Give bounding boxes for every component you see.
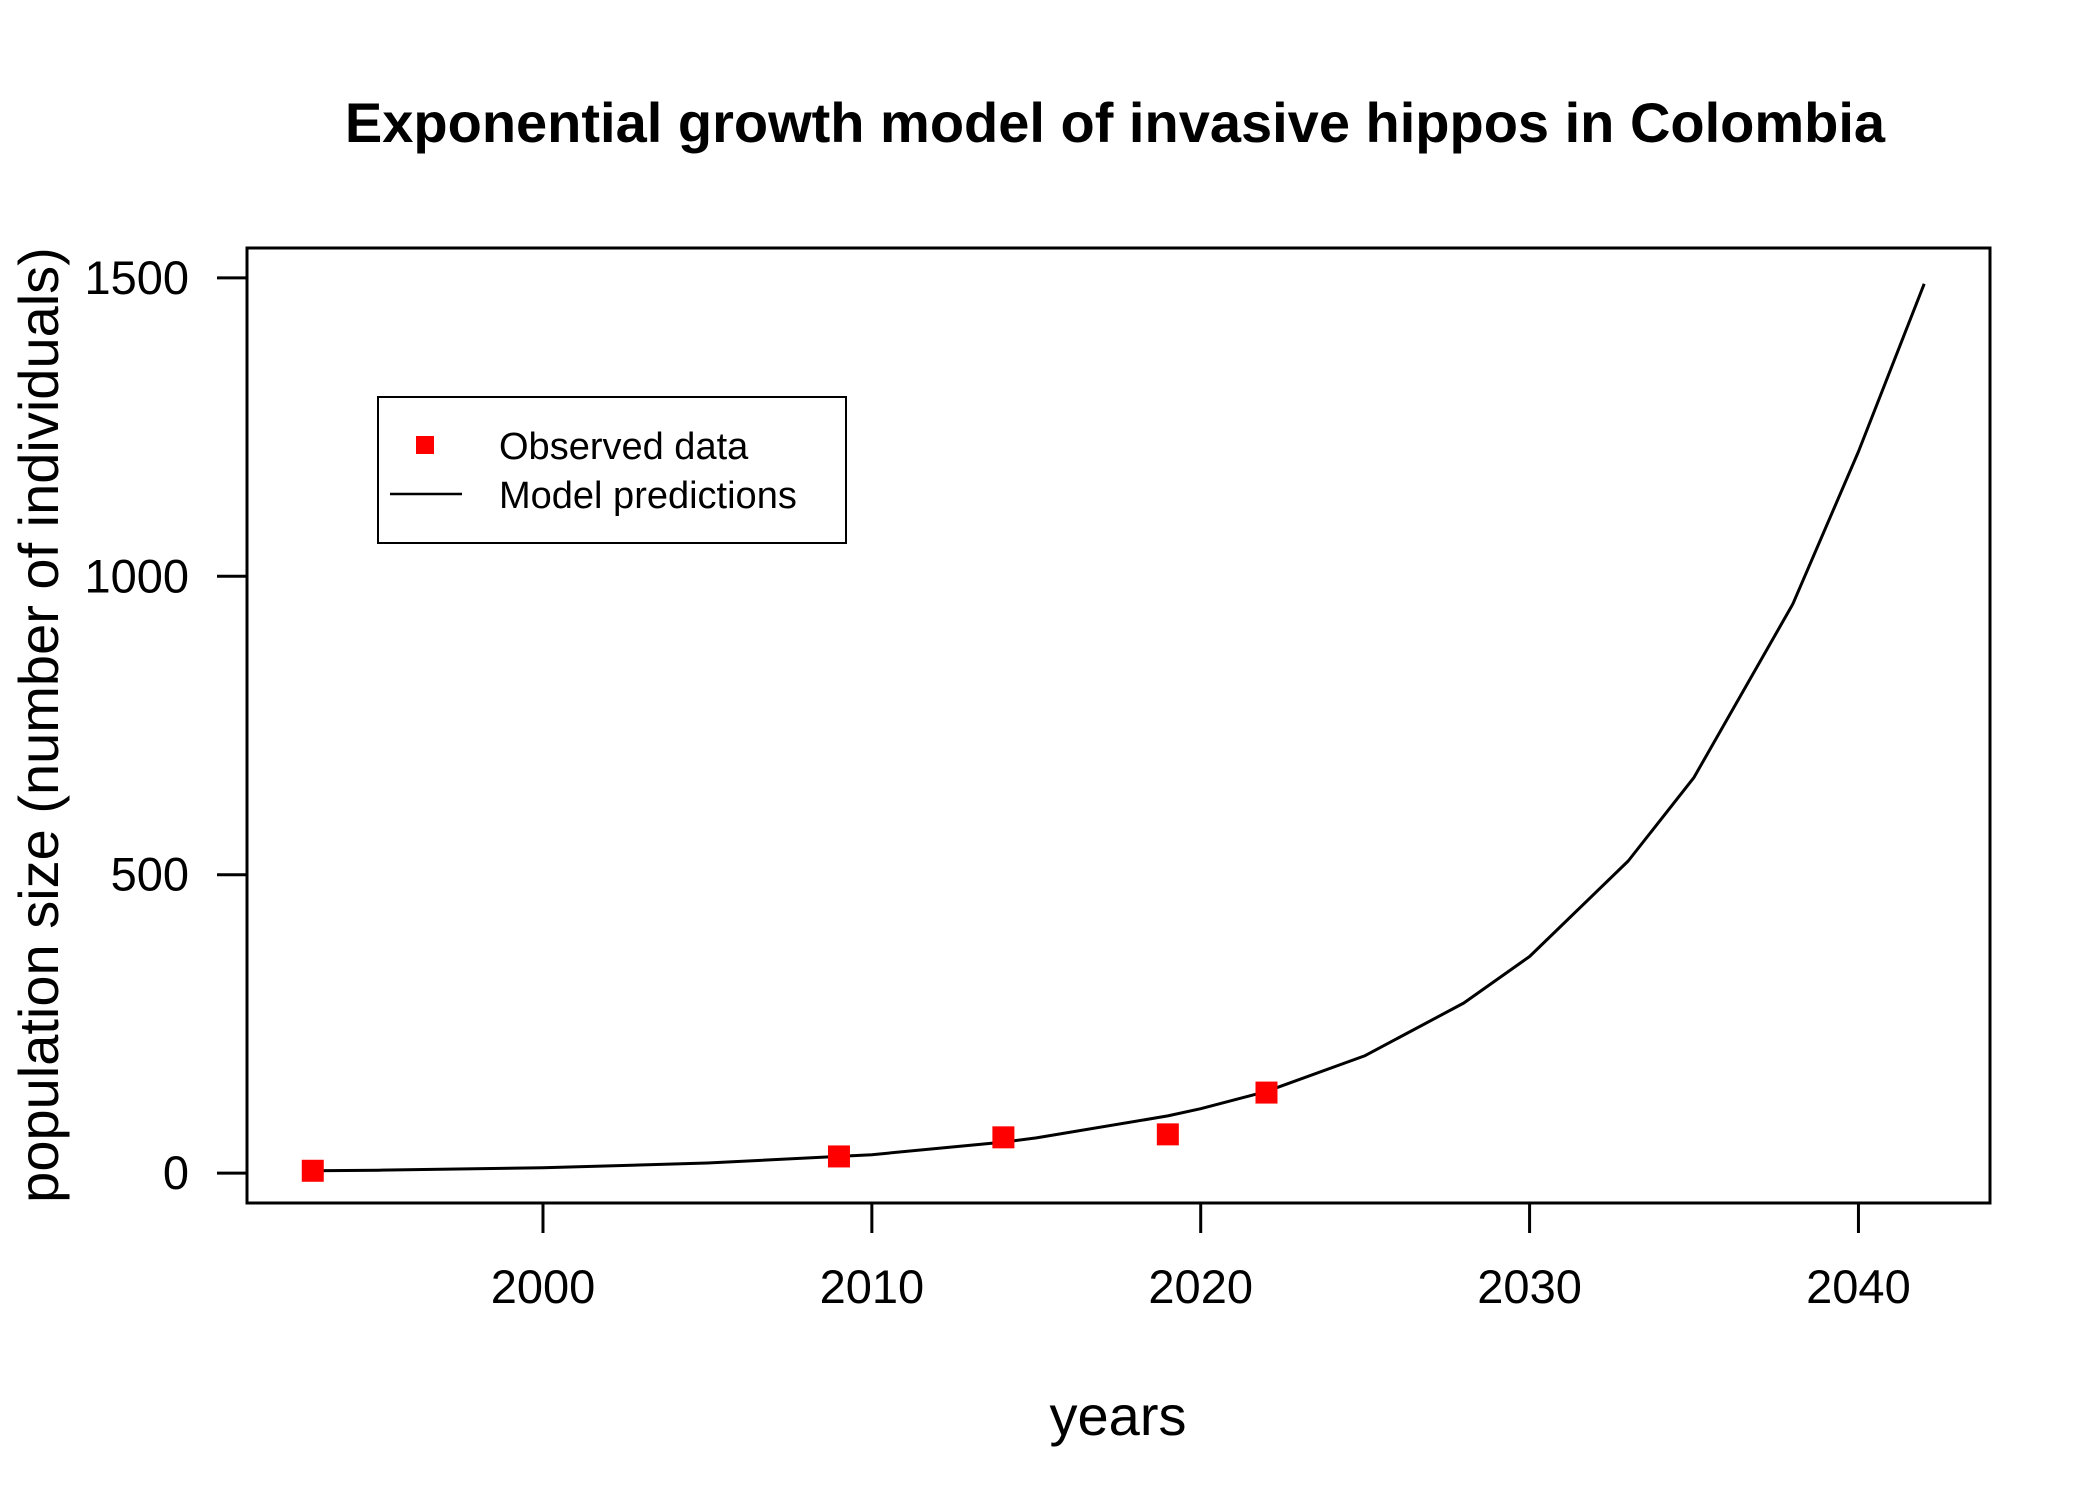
y-tick-label: 0 xyxy=(163,1146,189,1199)
observed-point xyxy=(827,1145,850,1168)
observed-point xyxy=(992,1126,1015,1149)
x-axis-label: years xyxy=(1050,1384,1187,1447)
legend-model-label: Model predictions xyxy=(499,475,797,517)
y-tick-label: 1000 xyxy=(84,549,189,602)
axes: 2000 2010 2020 2030 2040 0 500 1000 1500 xyxy=(84,251,1910,1313)
x-tick-label: 2040 xyxy=(1806,1260,1911,1313)
x-tick-label: 2030 xyxy=(1477,1260,1582,1313)
y-axis-label: population size (number of individuals) xyxy=(7,247,70,1203)
plot-frame xyxy=(245,246,1992,1205)
legend: Observed data Model predictions xyxy=(377,396,847,544)
x-tick-label: 2020 xyxy=(1148,1260,1253,1313)
observed-points-group xyxy=(301,1081,1278,1182)
observed-point xyxy=(301,1159,324,1182)
chart-title: Exponential growth model of invasive hip… xyxy=(345,91,1886,154)
legend-box xyxy=(377,396,847,544)
observed-point xyxy=(1156,1123,1179,1146)
y-tick-label: 500 xyxy=(111,848,189,901)
legend-observed-marker xyxy=(416,436,434,454)
x-tick-label: 2000 xyxy=(491,1260,596,1313)
model-line-group xyxy=(312,283,1926,1173)
observed-point xyxy=(1255,1081,1278,1104)
y-tick-label: 1500 xyxy=(84,251,189,304)
x-tick-label: 2010 xyxy=(820,1260,925,1313)
legend-observed-label: Observed data xyxy=(499,426,749,468)
model-line xyxy=(312,283,1926,1173)
